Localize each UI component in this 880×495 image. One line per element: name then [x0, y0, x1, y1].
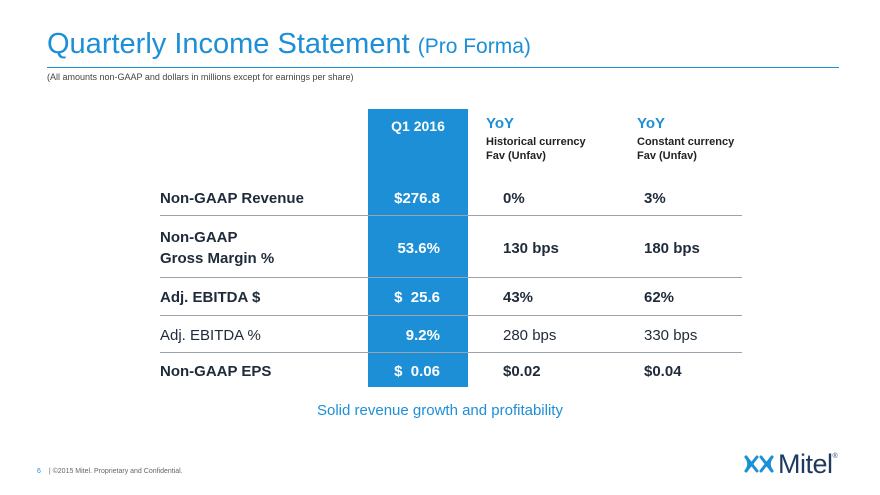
q1-column-highlight [368, 109, 468, 387]
mitel-logo-icon [744, 455, 774, 473]
row-yoy-historical: 130 bps [503, 240, 559, 257]
title-divider [47, 67, 839, 68]
copyright-notice: | ©2015 Mitel. Proprietary and Confident… [48, 468, 183, 475]
row-divider [160, 315, 742, 316]
row-divider [160, 352, 742, 353]
slide-title-main: Quarterly Income Statement [47, 28, 410, 60]
logo-registered-mark: ® [832, 453, 838, 460]
yoy-constant-line1: Constant currency [637, 136, 735, 148]
row-yoy-historical: 43% [503, 289, 534, 306]
slide-title: Quarterly Income Statement (Pro Forma) [47, 28, 531, 61]
amounts-note: (All amounts non-GAAP and dollars in mil… [47, 72, 354, 82]
row-yoy-historical: 280 bps [503, 327, 557, 344]
row-q1-value: 9.2% [405, 327, 440, 344]
column-header-q1-2016: Q1 2016 [391, 118, 445, 134]
yoy-historical-line2: Fav (Unfav) [486, 150, 546, 162]
row-q1-value: 53.6% [397, 240, 440, 257]
row-yoy-constant: 3% [644, 190, 666, 207]
footer: 6 | ©2015 Mitel. Proprietary and Confide… [37, 468, 183, 475]
row-divider [160, 277, 742, 278]
yoy-constant-line2: Fav (Unfav) [637, 150, 697, 162]
row-q1-value: $276.8 [394, 190, 440, 207]
row-yoy-constant: 180 bps [644, 240, 700, 257]
row-label: Adj. EBITDA $ [160, 289, 261, 306]
yoy-historical-line1: Historical currency [486, 136, 586, 148]
row-yoy-historical: 0% [503, 190, 525, 207]
row-yoy-constant: 62% [644, 289, 675, 306]
row-label: Non-GAAP Revenue [160, 190, 304, 207]
row-q1-value: $ 0.06 [394, 363, 440, 380]
row-label-line2: Gross Margin % [160, 250, 275, 267]
logo-wordmark: Mitel [778, 448, 833, 479]
yoy-historical-title: YoY [486, 115, 515, 132]
row-q1-value: $ 25.6 [394, 289, 440, 306]
row-label: Non-GAAP EPS [160, 363, 272, 380]
row-label: Adj. EBITDA % [160, 327, 261, 344]
column-header-yoy-historical: YoY Historical currency Fav (Unfav) [486, 115, 586, 163]
row-label-line1: Non-GAAP [160, 229, 238, 246]
page-number: 6 [37, 468, 41, 475]
mitel-logo: Mitel ® [744, 449, 838, 479]
column-header-yoy-constant: YoY Constant currency Fav (Unfav) [637, 115, 734, 163]
row-yoy-constant: $0.04 [644, 363, 682, 380]
row-yoy-constant: 330 bps [644, 327, 698, 344]
yoy-constant-title: YoY [637, 115, 666, 132]
tagline: Solid revenue growth and profitability [317, 402, 563, 419]
slide-title-suffix: (Pro Forma) [417, 35, 531, 58]
row-yoy-historical: $0.02 [503, 363, 541, 380]
row-divider [160, 215, 742, 216]
